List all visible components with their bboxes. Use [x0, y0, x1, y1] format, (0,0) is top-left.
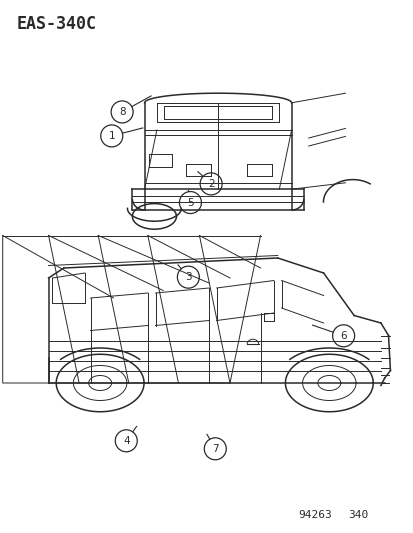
- Text: 94263: 94263: [297, 510, 331, 520]
- Text: 4: 4: [123, 436, 129, 446]
- Text: 7: 7: [211, 444, 218, 454]
- Text: 2: 2: [207, 179, 214, 189]
- Text: EAS-340C: EAS-340C: [17, 15, 96, 33]
- Text: 5: 5: [187, 198, 193, 207]
- Text: 6: 6: [339, 331, 346, 341]
- Text: 3: 3: [185, 272, 191, 282]
- Text: 340: 340: [347, 510, 367, 520]
- Text: 8: 8: [119, 107, 125, 117]
- Text: 1: 1: [108, 131, 115, 141]
